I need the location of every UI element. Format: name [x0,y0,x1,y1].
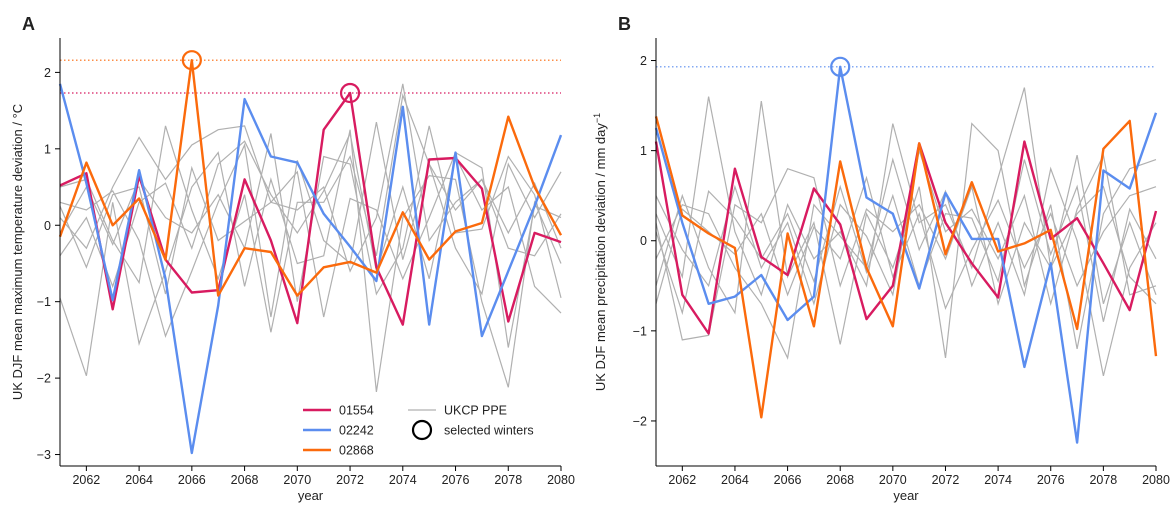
legend-label: 02242 [339,424,374,438]
x-tick-label: 2062 [72,473,100,487]
ppe-series-line [655,175,1157,311]
selected-winter-marker [181,50,202,71]
ppe-series-line [59,129,562,392]
x-tick-label: 2080 [1142,473,1170,487]
panel-label: B [618,14,631,34]
y-tick-label: 2 [44,66,51,80]
x-tick-label: 2068 [231,473,259,487]
panel-label: A [22,14,35,34]
x-tick-label: 2066 [774,473,802,487]
y-tick-label: 0 [44,219,51,233]
y-axis-label: UK DJF mean precipitation deviation / mm… [592,113,608,391]
x-axis-label: year [298,488,324,503]
panel-b: B 2062 2064 2066 2068 2070 2072 2074 2076 2078 208… [592,14,1170,503]
x-tick-label: 2076 [442,473,470,487]
y-tick-label: −1 [37,295,51,309]
x-tick-label: 2078 [494,473,522,487]
y-tick-label: 0 [640,234,647,248]
x-tick-label: 2064 [721,473,749,487]
x-tick-label: 2068 [826,473,854,487]
series-line-02868 [654,116,1158,419]
x-tick-label: 2070 [283,473,311,487]
y-axis-label: UK DJF mean maximum temperature deviatio… [10,104,25,400]
series-line-02868 [58,59,563,297]
y-tick-label: −1 [633,324,647,338]
panel-a: A 2062 2064 2066 2068 2070 2072 2074 2076 2078 208… [10,14,575,503]
ppe-series-line [59,131,562,314]
selected-winter-marker [830,56,851,77]
y-tick-label: 1 [44,142,51,156]
x-tick-label: 2062 [668,473,696,487]
x-tick-label: 2080 [547,473,575,487]
x-tick-label: 2076 [1037,473,1065,487]
x-tick-label: 2074 [984,473,1012,487]
y-tick-label: 1 [640,144,647,158]
y-tick-label: −2 [37,372,51,386]
ppe-series-line [655,150,1157,307]
legend-label: selected winters [444,424,534,438]
series-line-02242 [654,65,1158,444]
y-tick-label: 2 [640,54,647,68]
x-tick-label: 2064 [125,473,153,487]
y-tick-label: −2 [633,414,647,428]
x-axis-label: year [893,488,919,503]
series-line-01554 [654,140,1158,335]
ppe-series-line [59,151,562,348]
x-tick-label: 2070 [879,473,907,487]
x-tick-label: 2066 [178,473,206,487]
y-tick-label: −3 [37,448,51,462]
legend-label: 02868 [339,444,374,458]
legend-label: 01554 [339,404,374,418]
x-tick-label: 2072 [932,473,960,487]
x-tick-label: 2078 [1089,473,1117,487]
legend-label: UKCP PPE [444,404,507,418]
legend-swatch-circle [411,419,433,441]
x-tick-label: 2074 [389,473,417,487]
x-tick-label: 2072 [336,473,364,487]
selected-winter-marker [339,82,361,104]
series-line-02242 [58,83,563,455]
legend: 01554 02242 02868 UKCP PPE selected winters [303,404,534,458]
y-axis-label-superscript: −1 [592,113,602,123]
